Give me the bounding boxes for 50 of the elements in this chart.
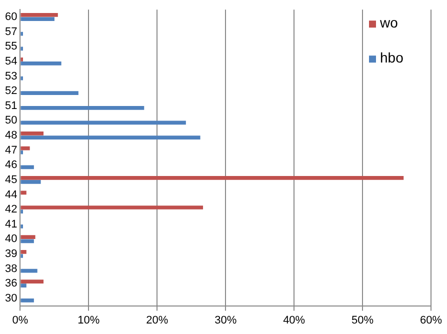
bar xyxy=(20,62,62,66)
bar xyxy=(20,176,404,180)
y-tick-label: 42 xyxy=(4,204,18,216)
y-tick-label: 50 xyxy=(4,114,18,127)
x-tick-label: 50% xyxy=(352,314,374,326)
y-tick-label: 44 xyxy=(4,188,18,201)
y-tick-label: 36 xyxy=(4,278,18,290)
bar xyxy=(20,206,204,210)
y-tick-label: 46 xyxy=(4,159,18,172)
legend-label: hbo xyxy=(380,49,404,66)
x-tick-label: 10% xyxy=(78,314,100,326)
y-tick-label: 52 xyxy=(4,85,18,98)
bar xyxy=(20,13,58,17)
bar xyxy=(20,268,38,273)
bar xyxy=(20,284,26,288)
x-tick-label: 40% xyxy=(283,314,306,326)
y-tick-label: 51 xyxy=(4,100,18,112)
y-tick-label: 57 xyxy=(4,26,18,38)
bar xyxy=(20,235,36,240)
y-tick-label: 53 xyxy=(4,70,18,82)
x-tick-label: 20% xyxy=(146,314,168,326)
bar xyxy=(20,146,30,150)
y-tick-label: 38 xyxy=(4,262,18,275)
y-tick-label: 55 xyxy=(4,40,18,53)
y-tick-label: 30 xyxy=(4,292,18,304)
bar xyxy=(20,165,34,170)
y-tick-label: 48 xyxy=(4,130,18,142)
x-tick-label: 60% xyxy=(420,314,442,326)
bar xyxy=(20,250,26,254)
y-tick-label: 40 xyxy=(4,233,18,246)
x-tick-label: 0% xyxy=(12,314,28,326)
bar xyxy=(20,136,200,140)
y-tick-label: 39 xyxy=(4,248,18,260)
bar xyxy=(20,180,41,184)
legend-label: wo xyxy=(379,14,398,30)
x-tick-label: 30% xyxy=(214,314,237,326)
bar xyxy=(20,190,26,195)
bar xyxy=(20,132,44,136)
bar xyxy=(20,106,144,110)
bar xyxy=(20,280,44,284)
y-tick-label: 54 xyxy=(4,55,18,68)
y-tick-label: 41 xyxy=(4,218,18,230)
bar xyxy=(20,17,54,21)
bar xyxy=(20,91,78,96)
bar xyxy=(20,239,34,244)
bar xyxy=(20,120,186,125)
y-tick-label: 60 xyxy=(4,11,18,24)
y-tick-label: 45 xyxy=(4,174,18,186)
bar xyxy=(20,298,34,302)
y-tick-label: 47 xyxy=(4,144,18,156)
